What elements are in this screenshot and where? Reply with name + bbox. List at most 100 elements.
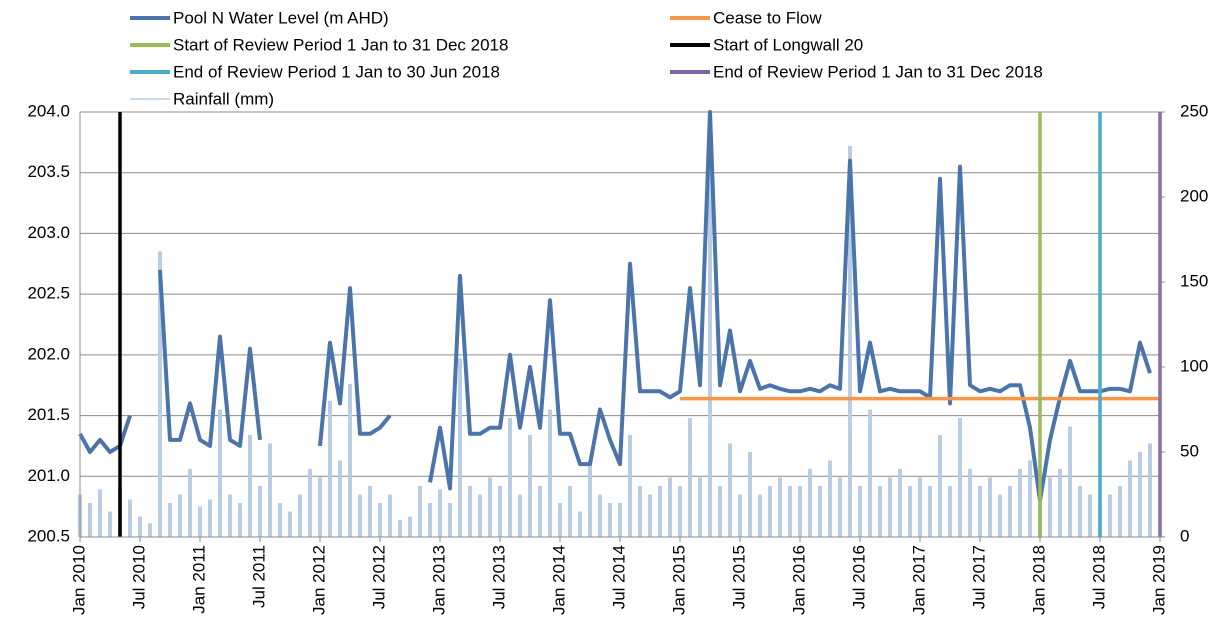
rainfall-bar xyxy=(688,418,692,537)
x-tick-label: Jan 2011 xyxy=(189,545,208,614)
rainfall-bar xyxy=(1008,486,1012,537)
y2-tick-label: 0 xyxy=(1180,526,1189,545)
rainfall-bar xyxy=(338,460,342,537)
rainfall-bar xyxy=(388,494,392,537)
y-tick-label: 202.0 xyxy=(27,344,70,363)
y-tick-label: 204.0 xyxy=(27,101,70,120)
rainfall-bar xyxy=(618,503,622,537)
rainfall-bar xyxy=(348,384,352,537)
rainfall-bar xyxy=(158,251,162,537)
rainfall-bar xyxy=(748,452,752,537)
rainfall-bar xyxy=(298,494,302,537)
rainfall-bar xyxy=(998,494,1002,537)
rainfall-bar xyxy=(978,486,982,537)
rainfall-bar xyxy=(308,469,312,537)
y-tick-label: 203.0 xyxy=(27,223,70,242)
rainfall-bar xyxy=(938,435,942,537)
rainfall-bar xyxy=(228,494,232,537)
rainfall-bar xyxy=(838,477,842,537)
rainfall-bar xyxy=(418,486,422,537)
rainfall-bar xyxy=(878,486,882,537)
rainfall-bar xyxy=(928,486,932,537)
rainfall-bar xyxy=(178,494,182,537)
y2-tick-label: 150 xyxy=(1180,271,1208,290)
rainfall-bar xyxy=(558,503,562,537)
rainfall-bar xyxy=(1118,486,1122,537)
legend-label: End of Review Period 1 Jan to 31 Dec 201… xyxy=(713,62,1043,81)
rainfall-bar xyxy=(608,503,612,537)
rainfall-bar xyxy=(448,503,452,537)
x-tick-label: Jul 2012 xyxy=(369,545,388,609)
rainfall-bar xyxy=(1028,460,1032,537)
rainfall-bar xyxy=(648,494,652,537)
rainfall-bar xyxy=(548,409,552,537)
rainfall-bar xyxy=(428,503,432,537)
y-tick-label: 202.5 xyxy=(27,284,70,303)
y-tick-label: 200.5 xyxy=(27,526,70,545)
y-tick-label: 201.0 xyxy=(27,466,70,485)
rainfall-bar xyxy=(658,486,662,537)
x-tick-label: Jan 2018 xyxy=(1029,545,1048,615)
rainfall-bar xyxy=(1078,486,1082,537)
rainfall-bar xyxy=(1128,460,1132,537)
legend-label: Cease to Flow xyxy=(713,8,822,27)
rainfall-bar xyxy=(1068,426,1072,537)
rainfall-bar xyxy=(98,489,102,537)
rainfall-bar xyxy=(208,499,212,537)
y2-tick-label: 100 xyxy=(1180,356,1208,375)
x-tick-label: Jan 2019 xyxy=(1149,545,1168,615)
rainfall-bar xyxy=(818,486,822,537)
rainfall-bar xyxy=(948,486,952,537)
rainfall-bar xyxy=(488,477,492,537)
rainfall-bar xyxy=(518,494,522,537)
x-tick-label: Jan 2013 xyxy=(429,545,448,615)
y-tick-label: 203.5 xyxy=(27,162,70,181)
x-tick-label: Jul 2016 xyxy=(849,545,868,609)
y2-tick-label: 200 xyxy=(1180,186,1208,205)
rainfall-bar xyxy=(468,486,472,537)
rainfall-bar xyxy=(168,503,172,537)
rainfall-bar xyxy=(258,486,262,537)
rainfall-bar xyxy=(408,516,412,537)
rainfall-bar xyxy=(238,503,242,537)
rainfall-bar xyxy=(288,511,292,537)
rainfall-bar xyxy=(378,503,382,537)
rainfall-bar xyxy=(1018,469,1022,537)
x-tick-label: Jan 2016 xyxy=(789,545,808,615)
rainfall-bar xyxy=(1088,494,1092,537)
y-tick-label: 201.5 xyxy=(27,405,70,424)
rainfall-bar xyxy=(138,516,142,537)
rainfall-bar xyxy=(968,469,972,537)
rainfall-bar xyxy=(588,460,592,537)
rainfall-bar xyxy=(638,486,642,537)
rainfall-bar xyxy=(508,418,512,537)
legend-label: Pool N Water Level (m AHD) xyxy=(173,8,389,27)
rainfall-bar xyxy=(358,494,362,537)
rainfall-bar xyxy=(328,401,332,537)
rainfall-bar xyxy=(898,469,902,537)
y2-tick-label: 250 xyxy=(1180,101,1208,120)
rainfall-bar xyxy=(758,494,762,537)
legend-label: Start of Longwall 20 xyxy=(713,35,863,54)
rainfall-bar xyxy=(868,409,872,537)
rainfall-bar xyxy=(568,486,572,537)
x-tick-label: Jan 2015 xyxy=(669,545,688,615)
rainfall-bar xyxy=(88,503,92,537)
x-tick-label: Jul 2018 xyxy=(1089,545,1108,609)
rainfall-bar xyxy=(1058,469,1062,537)
rainfall-bar xyxy=(738,494,742,537)
rainfall-bar xyxy=(718,486,722,537)
rainfall-bar xyxy=(958,418,962,537)
x-tick-label: Jul 2011 xyxy=(249,545,268,608)
rainfall-bar xyxy=(1108,494,1112,537)
rainfall-bar xyxy=(368,486,372,537)
x-tick-label: Jul 2015 xyxy=(729,545,748,609)
rainfall-bar xyxy=(188,469,192,537)
x-tick-label: Jul 2013 xyxy=(489,545,508,609)
rainfall-bar xyxy=(318,477,322,537)
legend-label: Start of Review Period 1 Jan to 31 Dec 2… xyxy=(173,35,508,54)
rainfall-bar xyxy=(798,486,802,537)
rainfall-bar xyxy=(628,435,632,537)
rainfall-bar xyxy=(828,460,832,537)
